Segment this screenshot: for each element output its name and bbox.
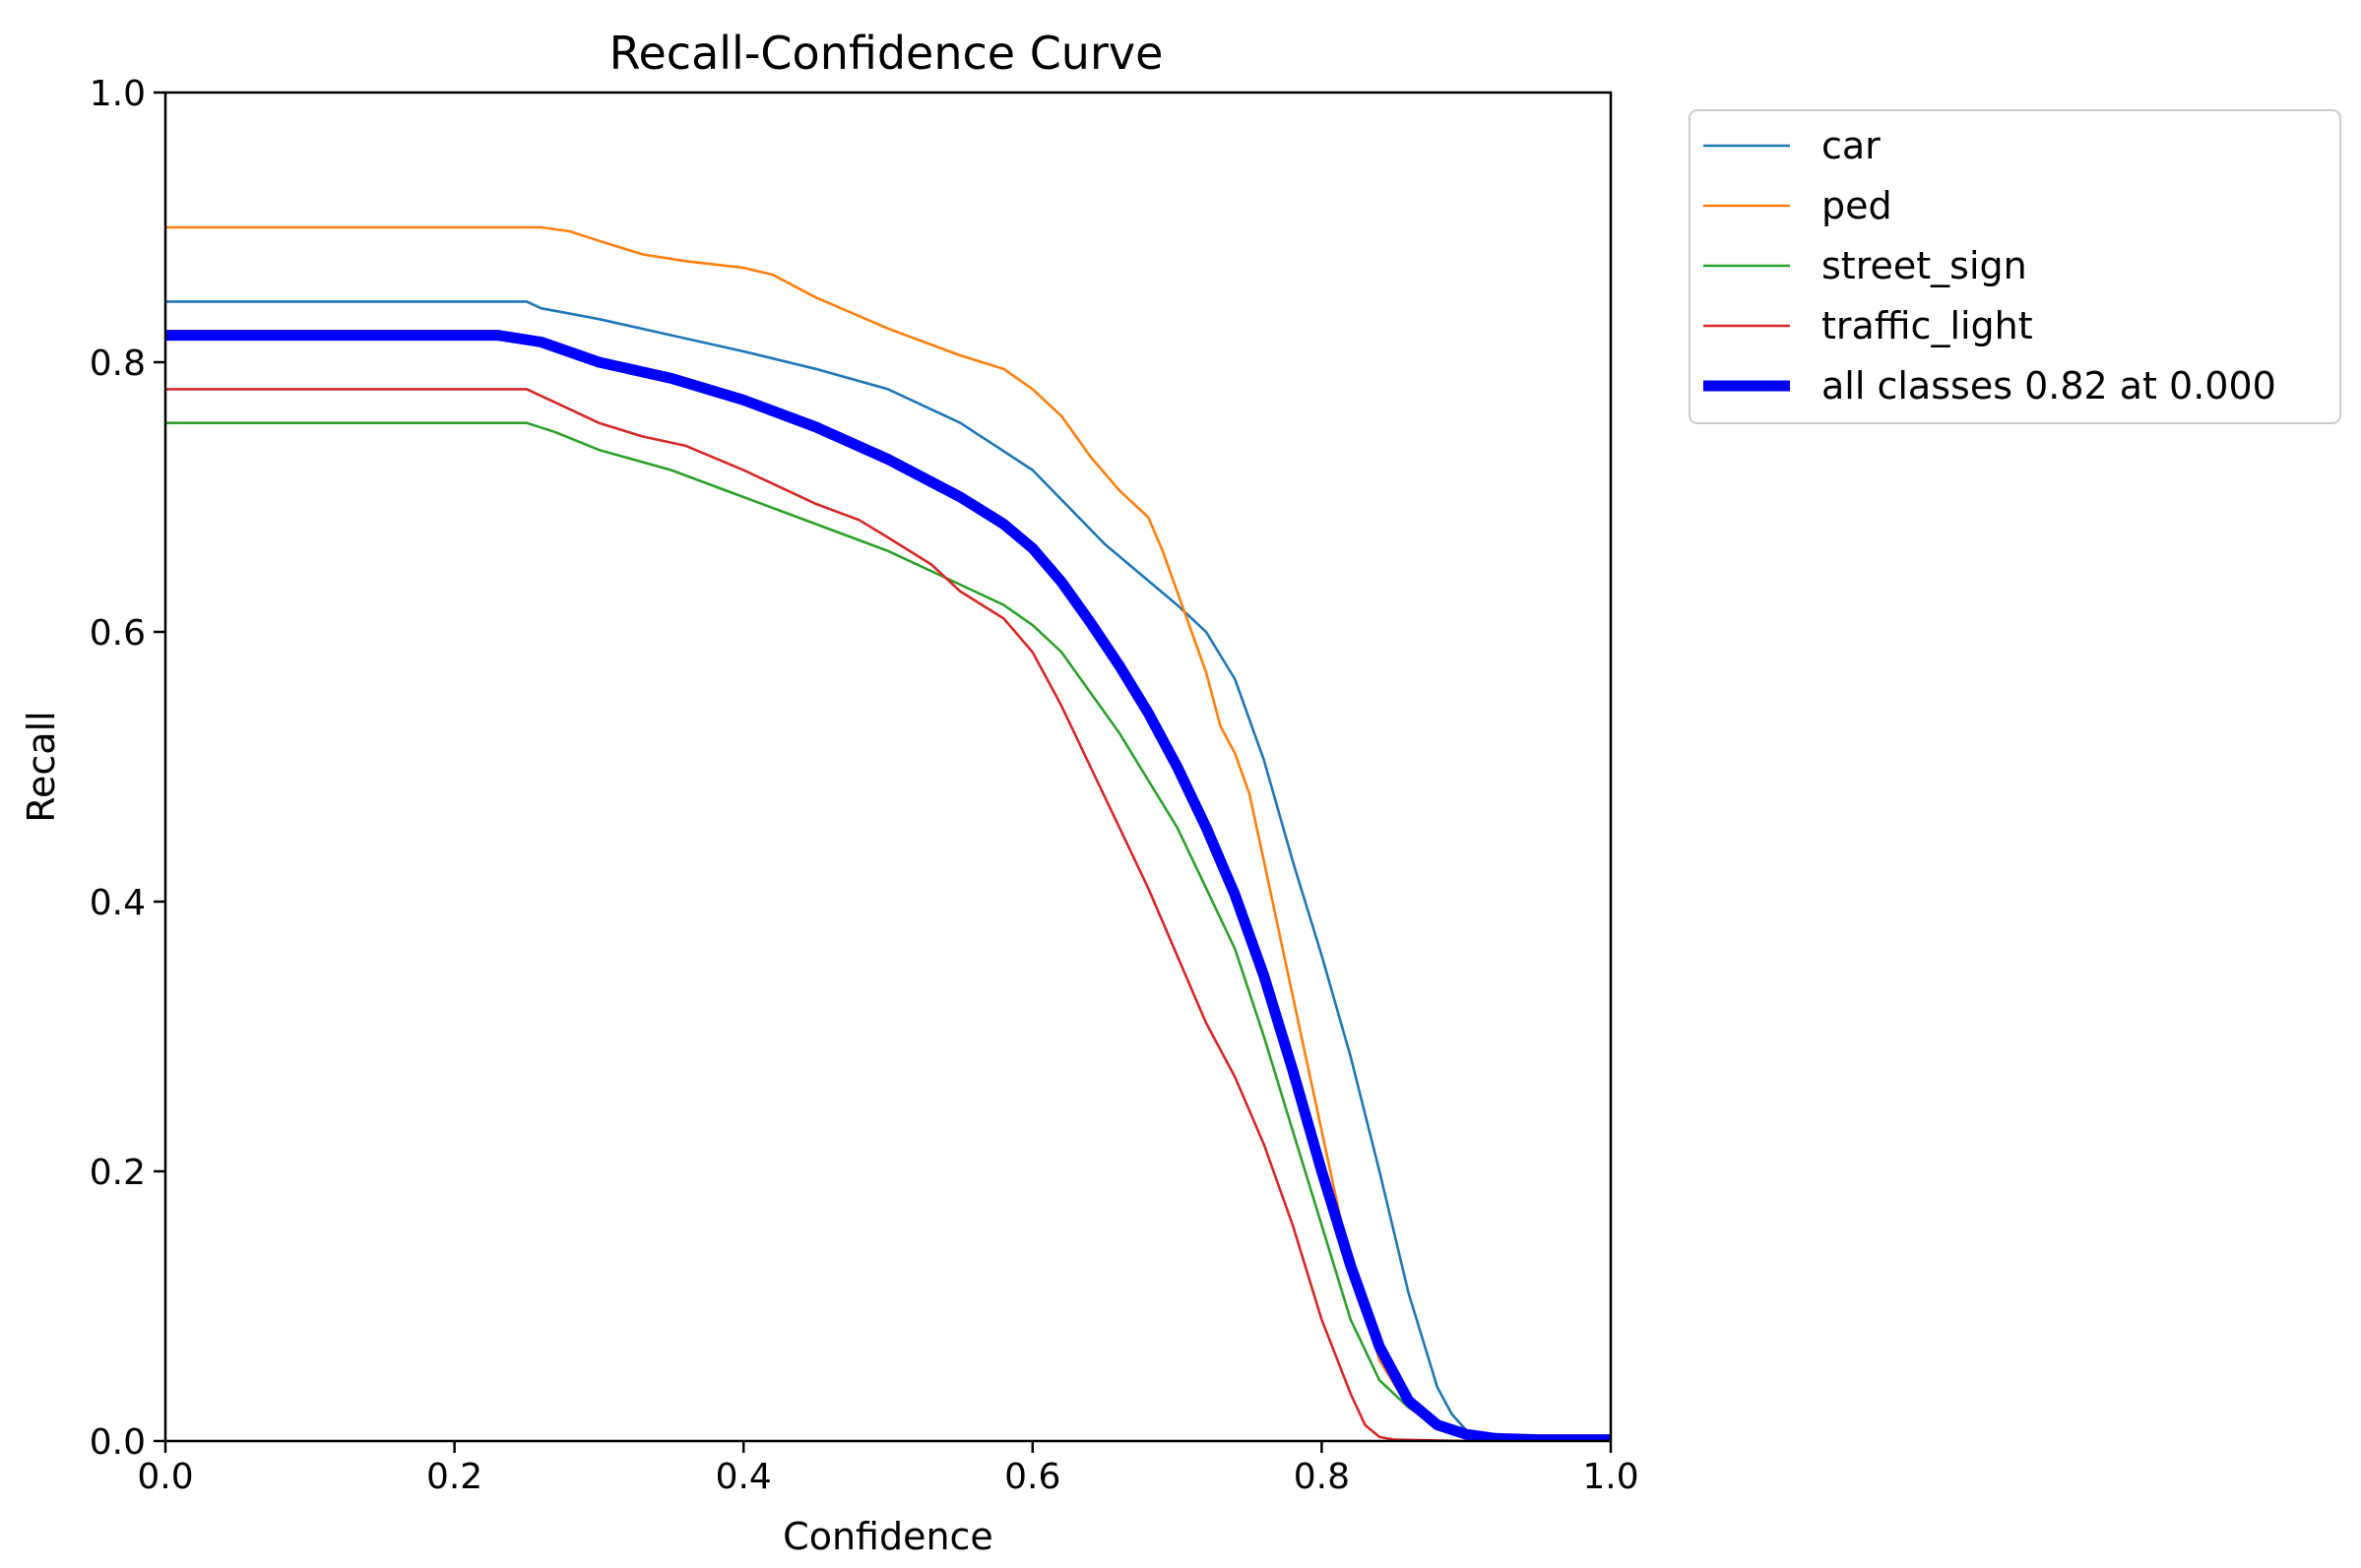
plot-area bbox=[163, 91, 1613, 1443]
series-line-all bbox=[165, 330, 1611, 1441]
x-tick-label: 0.6 bbox=[1004, 1457, 1060, 1497]
series-line-traffic-light bbox=[165, 388, 1611, 1441]
x-tick-label: 0.0 bbox=[137, 1457, 193, 1497]
y-axis-title: Recall bbox=[20, 711, 63, 822]
x-tick-label: 0.4 bbox=[716, 1457, 772, 1497]
legend-label: all classes 0.82 at 0.000 bbox=[1821, 364, 2276, 408]
series-line-car bbox=[165, 300, 1611, 1441]
x-tick-label: 0.8 bbox=[1294, 1457, 1350, 1497]
y-tick-label: 0.6 bbox=[90, 613, 146, 654]
y-axis: 0.0 0.2 0.4 0.6 0.8 1.0 bbox=[90, 74, 165, 1463]
plot-frame bbox=[163, 91, 1613, 1443]
legend-label: car bbox=[1821, 124, 1881, 167]
legend-label: traffic_light bbox=[1821, 304, 2033, 347]
series-layer bbox=[165, 225, 1611, 1441]
y-tick-label: 0.0 bbox=[90, 1422, 146, 1463]
x-tick-label: 1.0 bbox=[1582, 1457, 1638, 1497]
y-tick-label: 1.0 bbox=[90, 74, 146, 114]
legend-label: ped bbox=[1821, 184, 1892, 227]
x-axis-title: Confidence bbox=[783, 1515, 993, 1558]
x-axis: 0.0 0.2 0.4 0.6 0.8 1.0 bbox=[137, 1441, 1639, 1497]
legend-label: street_sign bbox=[1821, 244, 2027, 287]
y-tick-label: 0.4 bbox=[90, 883, 146, 923]
legend-box bbox=[1689, 109, 2341, 424]
x-tick-label: 0.2 bbox=[426, 1457, 482, 1497]
chart-title: Recall-Confidence Curve bbox=[609, 27, 1164, 80]
y-tick-label: 0.8 bbox=[90, 344, 146, 384]
y-tick-label: 0.2 bbox=[90, 1153, 146, 1193]
